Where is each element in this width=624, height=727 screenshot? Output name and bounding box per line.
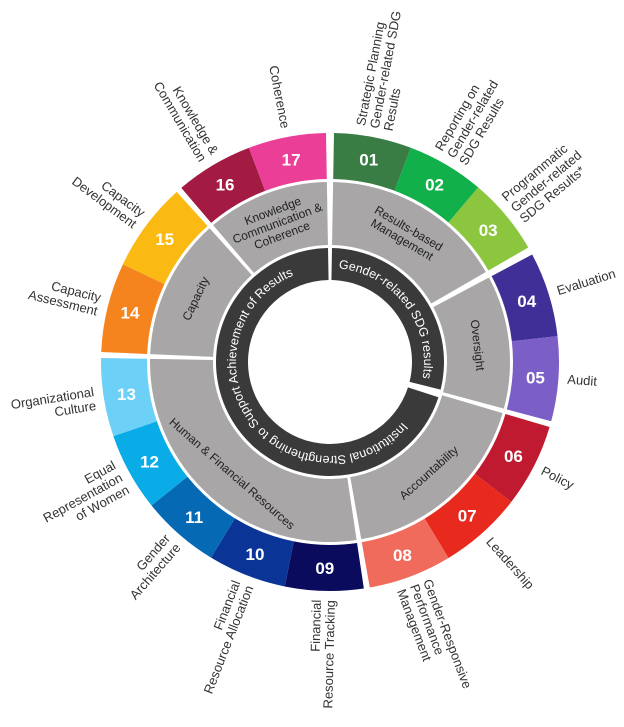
indicator-segment-17 bbox=[248, 133, 327, 191]
category-segment bbox=[332, 182, 486, 304]
indicator-segment-05 bbox=[506, 336, 560, 422]
indicator-label: FinancialResource Allocation bbox=[188, 578, 257, 696]
indicator-label: Gender-ResponsivePerformanceManagement bbox=[394, 577, 475, 700]
indicator-label: OrganizationalCulture bbox=[10, 384, 97, 426]
indicator-number: 12 bbox=[140, 452, 159, 471]
indicator-segment-13 bbox=[101, 358, 157, 437]
indicator-segment-16 bbox=[181, 147, 266, 223]
indicator-number: 06 bbox=[504, 447, 523, 466]
indicator-label: FinancialResource Tracking bbox=[306, 599, 338, 708]
indicator-number: 02 bbox=[425, 176, 444, 195]
indicator-label-line: Leadership bbox=[483, 534, 537, 592]
indicator-label-line: Financial bbox=[308, 599, 324, 652]
indicator-label: Audit bbox=[567, 372, 598, 389]
indicator-segment-12 bbox=[113, 421, 188, 506]
indicator-segment-10 bbox=[211, 518, 294, 587]
indicator-segment-15 bbox=[122, 191, 208, 284]
indicator-label-line: Audit bbox=[567, 372, 598, 389]
indicator-label: CapacityAssessment bbox=[27, 273, 103, 318]
indicator-segment-09 bbox=[284, 541, 364, 591]
indicator-number: 10 bbox=[246, 545, 265, 564]
category-label-line: Oversight bbox=[468, 319, 488, 372]
category-segment bbox=[350, 395, 503, 540]
category-segment bbox=[433, 277, 510, 409]
indicator-segment-02 bbox=[394, 147, 479, 223]
indicator-label: Evaluation bbox=[555, 266, 617, 298]
indicator-number: 17 bbox=[282, 151, 301, 170]
indicator-number: 13 bbox=[117, 385, 136, 404]
indicator-segment-04 bbox=[491, 254, 558, 342]
indicator-segment-03 bbox=[448, 187, 529, 271]
outer-ring: 01 02 03 04 05 06 07 08 09 10 11 12 13 14 15 16 17 bbox=[101, 133, 560, 591]
indicator-number: 04 bbox=[517, 292, 536, 311]
category-label: Oversight bbox=[468, 319, 488, 372]
indicator-label: CapacityDevelopment bbox=[69, 162, 148, 231]
indicator-label-line: Resource Tracking bbox=[320, 600, 338, 709]
indicator-label: Strategic PlanningGender-related SDGResu… bbox=[353, 7, 418, 132]
indicator-number: 14 bbox=[121, 304, 140, 323]
core-ring: Gender-related SDG resultsInstitutional … bbox=[216, 248, 444, 477]
category-segment bbox=[213, 182, 328, 274]
indicator-number: 07 bbox=[458, 507, 477, 526]
indicator-label-line: Evaluation bbox=[555, 266, 617, 298]
indicator-number: 16 bbox=[216, 176, 235, 195]
indicator-segment-07 bbox=[424, 473, 512, 558]
indicator-segment-01 bbox=[333, 133, 411, 191]
indicator-label: ProgrammaticGender-relatedSDG Results* bbox=[499, 137, 594, 226]
indicator-number: 15 bbox=[155, 230, 174, 249]
indicator-number: 05 bbox=[526, 368, 545, 387]
indicator-label-line: Policy bbox=[539, 463, 577, 492]
core-segment bbox=[331, 248, 444, 390]
indicator-number: 09 bbox=[315, 559, 334, 578]
indicator-label: Policy bbox=[539, 463, 577, 492]
indicator-label-line: Coherence bbox=[266, 64, 293, 129]
indicator-label: Reporting onGender-relatedSDG Results bbox=[432, 70, 513, 167]
category-segment bbox=[150, 228, 252, 357]
category-segment bbox=[150, 358, 357, 542]
indicator-segment-08 bbox=[361, 518, 449, 588]
middle-ring: Results-basedManagementOversightAccounta… bbox=[150, 182, 510, 542]
indicator-segment-06 bbox=[474, 413, 550, 502]
indicator-segment-11 bbox=[151, 476, 235, 558]
indicator-label: EqualRepresentationof Women bbox=[34, 458, 132, 538]
indicator-label-line: Culture bbox=[53, 398, 97, 419]
indicator-number: 03 bbox=[479, 221, 498, 240]
indicator-segment-14 bbox=[101, 264, 165, 355]
indicator-number: 01 bbox=[359, 151, 378, 170]
indicator-label: GenderArchitecture bbox=[116, 531, 184, 603]
indicator-number: 08 bbox=[393, 546, 412, 565]
indicator-label: Knowledge &Communication bbox=[151, 72, 222, 165]
indicator-label: Leadership bbox=[483, 534, 537, 592]
indicator-number: 11 bbox=[185, 508, 203, 527]
indicator-label: Coherence bbox=[266, 64, 293, 129]
